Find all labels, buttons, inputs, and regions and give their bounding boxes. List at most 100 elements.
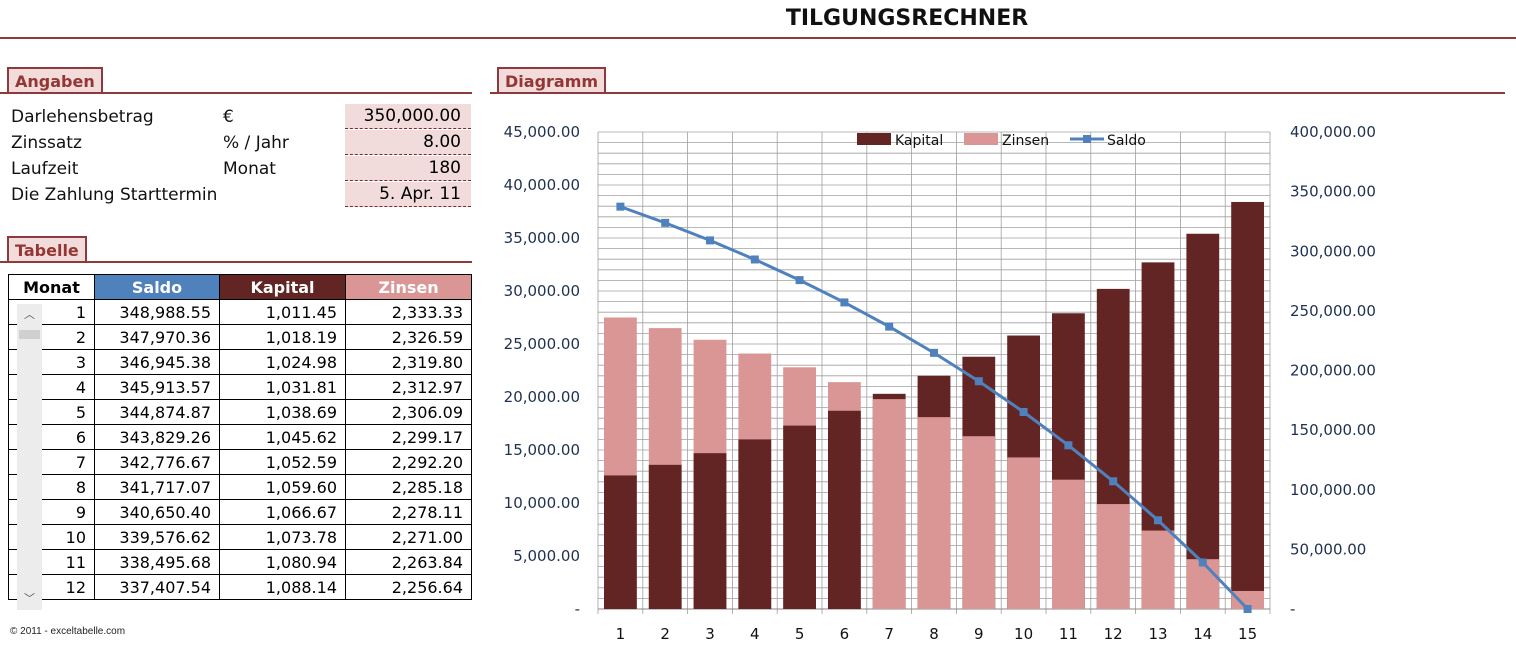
saldo-point [1019, 407, 1028, 416]
cell-zinsen: 2,285.18 [345, 474, 472, 500]
zinsen-bar [1186, 559, 1220, 609]
right-tick-label: 50,000.00 [1290, 540, 1366, 558]
table-row: 9 340,650.40 1,066.67 2,278.11 [8, 499, 472, 525]
kapital-bar [738, 439, 772, 609]
kapital-bar [783, 425, 816, 609]
zinsen-bar [1096, 504, 1130, 609]
zinsen-bar [1231, 590, 1264, 609]
label-zinssatz: Zinssatz [11, 133, 82, 153]
page-title: TILGUNGSRECHNER [785, 6, 1029, 31]
zinssatz-input[interactable]: 8.00 [345, 130, 471, 155]
scroll-down-icon[interactable]: ﹀ [24, 592, 35, 605]
saldo-point [1109, 477, 1118, 486]
saldo-point [1198, 558, 1207, 567]
header-zinsen: Zinsen [345, 274, 472, 300]
legend-kapital-label: Kapital [895, 133, 943, 149]
left-tick-label: 30,000.00 [504, 282, 580, 300]
starttermin-input[interactable]: 5. Apr. 11 [345, 182, 471, 207]
x-tick-label: 14 [1193, 625, 1212, 643]
x-tick-label: 8 [929, 625, 939, 643]
copyright: © 2011 - exceltabelle.com [10, 626, 126, 637]
left-tick-label: - [575, 600, 580, 618]
table-scrollbar[interactable]: ︿ ﹀ [17, 304, 42, 610]
amortization-table: Monat Saldo Kapital Zinsen 1 348,988.55 1,… [8, 274, 472, 600]
cell-saldo: 347,970.36 [94, 324, 220, 350]
cell-saldo: 338,495.68 [94, 549, 220, 575]
unit: € [223, 107, 234, 127]
zinsen-bar [1007, 457, 1040, 609]
kapital-bar [604, 475, 637, 609]
cell-saldo: 337,407.54 [94, 574, 220, 600]
x-tick-label: 9 [974, 625, 984, 643]
right-tick-label: 200,000.00 [1290, 362, 1376, 380]
cell-zinsen: 2,312.97 [345, 374, 472, 400]
cell-zinsen: 2,333.33 [345, 299, 472, 325]
divider [490, 92, 1505, 94]
right-tick-label: 300,000.00 [1290, 242, 1376, 260]
right-tick-label: 400,000.00 [1290, 123, 1376, 141]
kapital-bar [1186, 233, 1220, 609]
left-tick-label: 20,000.00 [504, 388, 580, 406]
saldo-point [930, 348, 938, 357]
right-tick-label: - [1290, 600, 1295, 618]
legend-saldo-label: Saldo [1107, 133, 1146, 149]
cell-kapital: 1,088.14 [219, 574, 346, 600]
label-starttermin: Die Zahlung Starttermin [11, 185, 218, 205]
cell-zinsen: 2,263.84 [345, 549, 472, 575]
scroll-up-icon[interactable]: ︿ [24, 308, 35, 321]
x-tick-label: 12 [1104, 625, 1123, 643]
legend-zinsen-swatch [964, 133, 998, 145]
saldo-point [706, 236, 714, 245]
zinsen-bar [1141, 530, 1175, 609]
legend-kapital-swatch [857, 133, 891, 145]
x-tick-label: 10 [1014, 625, 1033, 643]
section-tab-angaben: Angaben [7, 67, 103, 92]
cell-kapital: 1,052.59 [219, 449, 346, 475]
cell-saldo: 339,576.62 [94, 524, 220, 550]
table-row: 6 343,829.26 1,045.62 2,299.17 [8, 424, 472, 450]
x-tick-label: 6 [840, 625, 850, 643]
saldo-point [885, 322, 894, 331]
darlehensbetrag-input[interactable]: 350,000.00 [345, 104, 471, 129]
kapital-bar [1231, 201, 1264, 609]
cell-zinsen: 2,299.17 [345, 424, 472, 450]
right-tick-label: 100,000.00 [1290, 481, 1376, 499]
x-tick-label: 4 [750, 625, 760, 643]
x-tick-label: 7 [884, 625, 894, 643]
zinsen-bar [962, 436, 996, 609]
table-row: 4 345,913.57 1,031.81 2,312.97 [8, 374, 472, 400]
left-tick-label: 10,000.00 [504, 494, 580, 512]
cell-zinsen: 2,256.64 [345, 574, 472, 600]
left-tick-label: 15,000.00 [504, 441, 580, 459]
cell-kapital: 1,066.67 [219, 499, 346, 525]
unit: % / Jahr [223, 133, 289, 153]
left-tick-label: 40,000.00 [504, 176, 580, 194]
saldo-point [1064, 441, 1073, 450]
cell-kapital: 1,031.81 [219, 374, 346, 400]
scroll-thumb[interactable] [19, 330, 40, 339]
left-tick-label: 25,000.00 [504, 335, 580, 353]
saldo-point [616, 202, 625, 211]
kapital-bar [828, 410, 861, 609]
x-tick-label: 15 [1238, 625, 1257, 643]
kapital-bar [693, 453, 727, 609]
zinsen-bar [1052, 479, 1085, 609]
saldo-point [1243, 605, 1252, 613]
saldo-point [974, 377, 983, 386]
header-kapital: Kapital [219, 274, 346, 300]
zinsen-bar [917, 417, 951, 609]
x-tick-label: 2 [660, 625, 670, 643]
cell-zinsen: 2,319.80 [345, 349, 472, 375]
left-tick-label: 45,000.00 [504, 123, 580, 141]
zinsen-bar [872, 399, 906, 609]
cell-zinsen: 2,292.20 [345, 449, 472, 475]
laufzeit-input[interactable]: 180 [345, 156, 471, 181]
divider [0, 92, 472, 94]
right-tick-label: 150,000.00 [1290, 421, 1376, 439]
right-tick-label: 350,000.00 [1290, 183, 1376, 201]
kapital-bar [648, 464, 682, 609]
label-darlehensbetrag: Darlehensbetrag [11, 107, 154, 127]
saldo-point [795, 276, 804, 285]
cell-kapital: 1,038.69 [219, 399, 346, 425]
x-tick-label: 3 [705, 625, 715, 643]
